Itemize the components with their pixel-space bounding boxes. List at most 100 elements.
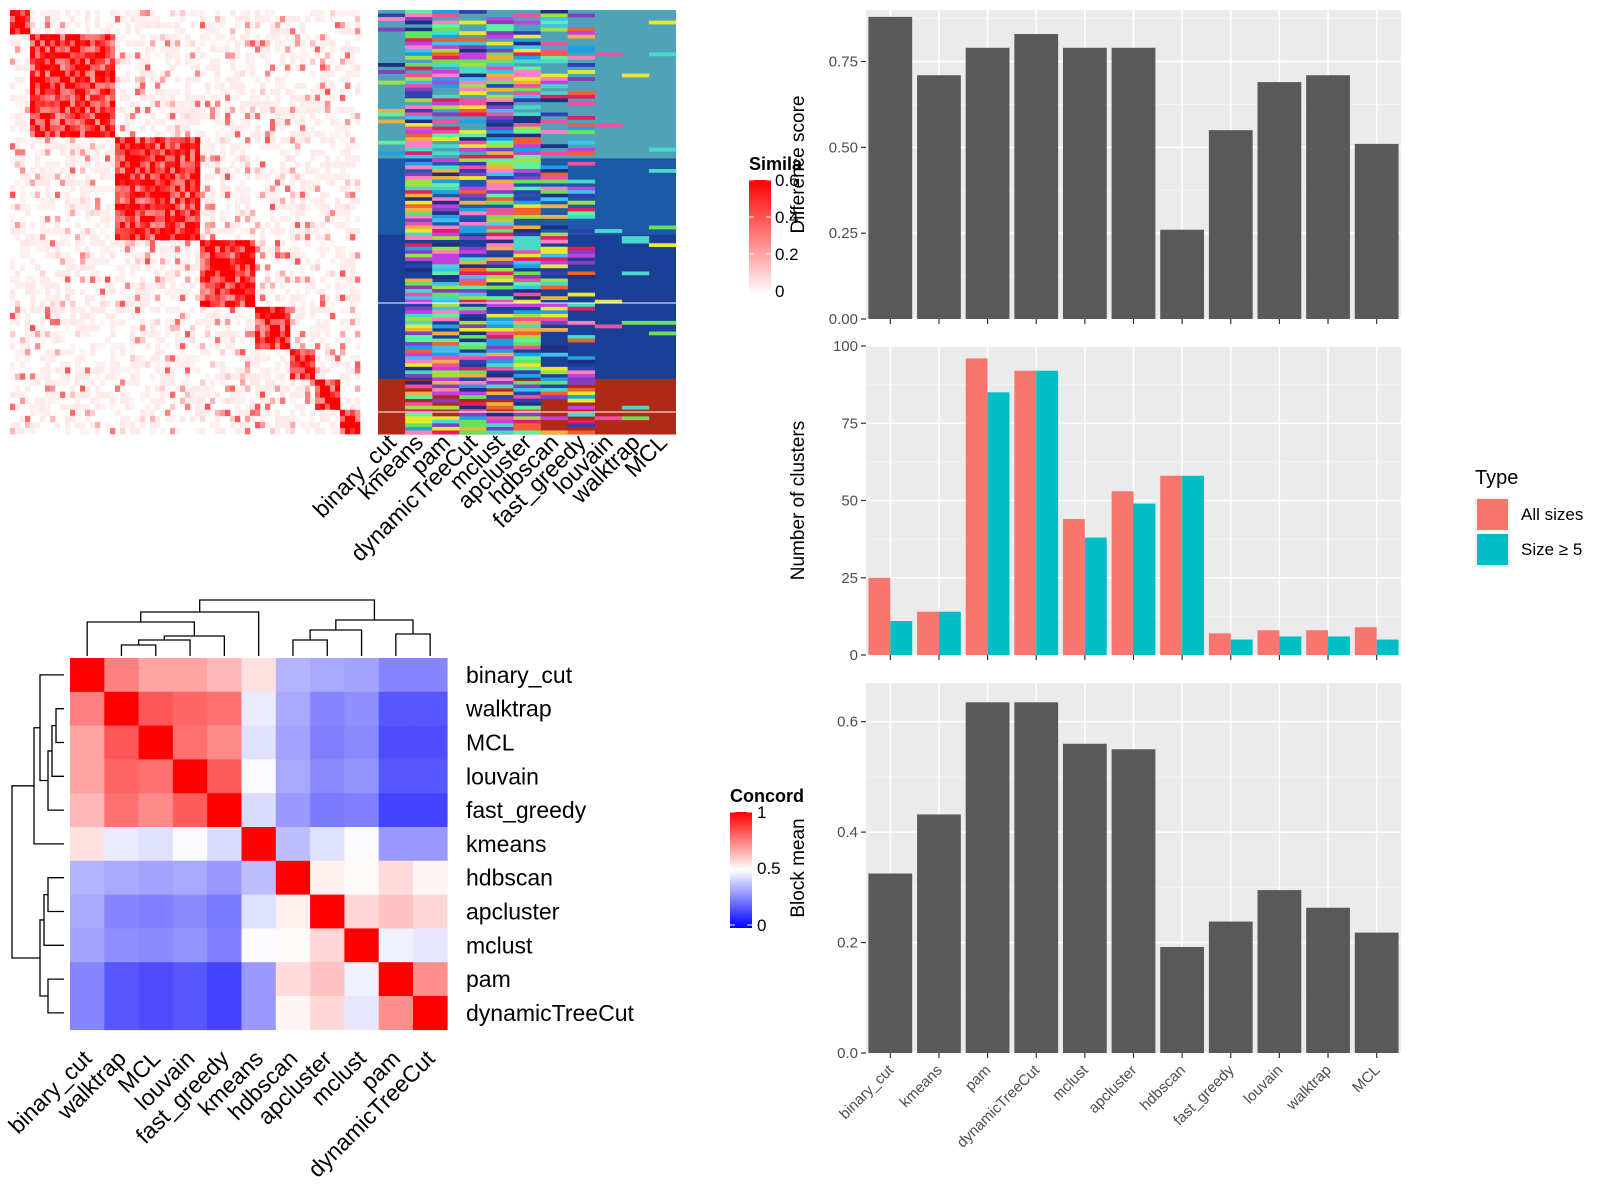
similarity-cell (15, 22, 21, 29)
similarity-cell (150, 203, 156, 211)
similarity-cell (275, 349, 281, 356)
similarity-cell (110, 215, 116, 223)
similarity-cell (350, 28, 356, 35)
label-cell (486, 303, 514, 308)
label-cell (459, 73, 487, 78)
similarity-cell (230, 331, 236, 338)
similarity-cell (230, 173, 236, 180)
similarity-cell (345, 324, 351, 332)
bar-size-ge-5 (1279, 636, 1302, 655)
label-cell (540, 278, 568, 283)
label-cell (513, 423, 541, 428)
similarity-cell (40, 234, 46, 241)
similarity-cell (305, 203, 311, 211)
similarity-cell (85, 203, 91, 211)
label-cell (405, 123, 433, 127)
similarity-cell (95, 10, 101, 17)
similarity-cell (35, 76, 41, 83)
similarity-cell (55, 82, 61, 90)
label-cell (405, 402, 433, 407)
similarity-cell (155, 276, 161, 283)
similarity-cell (260, 52, 266, 59)
label-cell (513, 264, 541, 269)
similarity-cell (55, 16, 61, 23)
similarity-cell (160, 234, 166, 241)
similarity-cell (180, 16, 186, 23)
similarity-cell (65, 173, 71, 180)
similarity-cell (30, 234, 36, 241)
label-cell (540, 176, 568, 180)
similarity-cell (220, 294, 226, 302)
similarity-cell (315, 222, 321, 229)
similarity-cell (135, 306, 141, 314)
similarity-cell (50, 203, 56, 211)
similarity-cell (350, 421, 356, 429)
concordance-cell (344, 759, 379, 794)
similarity-cell (65, 349, 71, 356)
label-cell (405, 10, 433, 14)
similarity-cell (290, 379, 296, 386)
similarity-cell (15, 276, 21, 283)
label-cell (513, 112, 541, 117)
similarity-cell (235, 70, 241, 77)
similarity-cell (230, 270, 236, 277)
similarity-cell (235, 209, 241, 217)
similarity-cell (215, 58, 221, 65)
similarity-cell (260, 373, 266, 380)
similarity-cell (95, 52, 101, 59)
similarity-cell (230, 143, 236, 150)
similarity-cell (190, 52, 196, 59)
similarity-cell (60, 300, 66, 308)
similarity-cell (285, 119, 291, 126)
similarity-cell (220, 427, 226, 435)
similarity-cell (105, 94, 111, 102)
similarity-cell (185, 258, 191, 265)
similarity-cell (170, 270, 176, 277)
similarity-cell (175, 28, 181, 35)
similarity-cell (195, 209, 201, 217)
similarity-cell (130, 252, 136, 259)
concordance-cell (172, 691, 208, 726)
similarity-cell (120, 349, 126, 356)
similarity-cell (225, 324, 231, 332)
similarity-cell (305, 355, 311, 362)
similarity-cell (115, 203, 121, 211)
similarity-cell (105, 234, 111, 241)
similarity-cell (45, 185, 51, 193)
similarity-cell (145, 294, 151, 302)
label-cell (486, 151, 514, 156)
similarity-cell (65, 64, 71, 71)
similarity-cell (175, 215, 181, 223)
label-cell (513, 250, 541, 255)
label-cell (432, 391, 460, 396)
similarity-cell (70, 155, 76, 162)
similarity-cell (245, 167, 251, 174)
similarity-legend-tick: 0.4 (775, 208, 799, 227)
similarity-cell (335, 119, 341, 126)
similarity-cell (15, 427, 21, 435)
similarity-cell (90, 58, 96, 65)
similarity-cell (230, 228, 236, 235)
label-cell (378, 151, 406, 156)
similarity-cell (140, 258, 146, 265)
similarity-cell (270, 28, 276, 35)
similarity-cell (230, 282, 236, 289)
similarity-cell (30, 100, 36, 108)
similarity-cell (55, 34, 61, 41)
similarity-cell (95, 288, 101, 295)
similarity-cell (310, 125, 316, 132)
similarity-cell (345, 415, 351, 423)
similarity-cell (45, 215, 51, 223)
similarity-cell (240, 240, 246, 247)
similarity-cell (35, 82, 41, 90)
similarity-cell (195, 343, 201, 350)
similarity-cell (195, 131, 201, 138)
similarity-cell (65, 52, 71, 59)
similarity-cell (175, 106, 181, 114)
similarity-cell (350, 64, 356, 71)
label-cell (540, 260, 568, 265)
label-cell (432, 24, 460, 28)
similarity-cell (215, 46, 221, 53)
similarity-cell (20, 343, 26, 350)
concordance-cell (378, 827, 414, 862)
